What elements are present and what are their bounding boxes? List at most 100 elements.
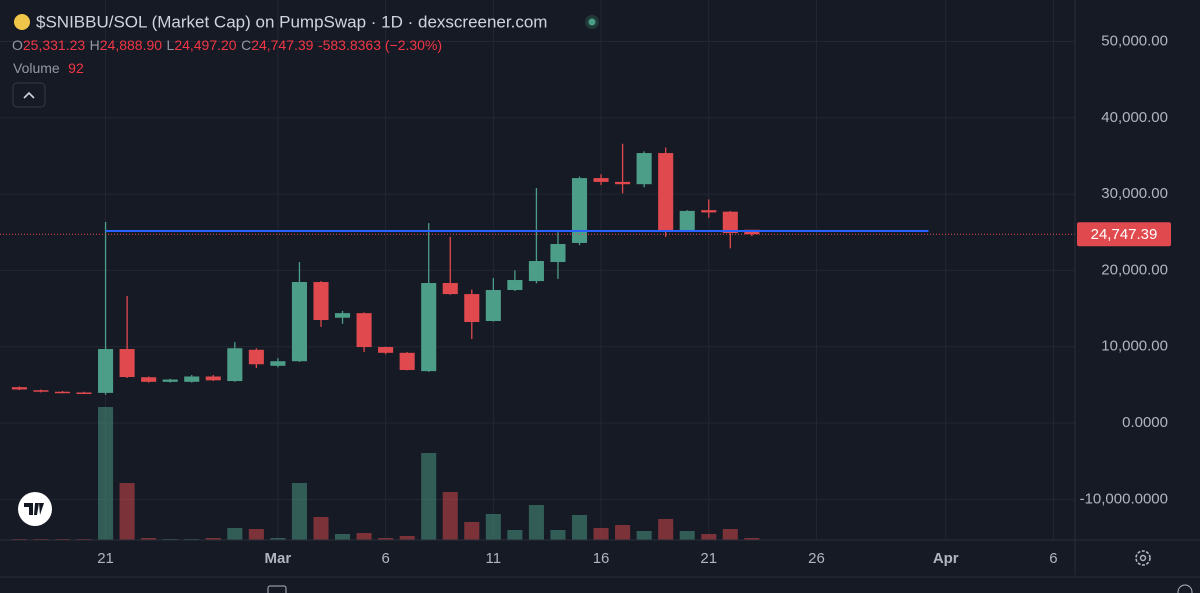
x-tick-label: 6 (381, 550, 389, 567)
candle-body (54, 391, 71, 394)
candle-body (76, 392, 92, 395)
candle-body (421, 283, 437, 372)
x-tick-label: 21 (97, 550, 114, 567)
volume-bar (593, 528, 609, 540)
candle-body (550, 244, 566, 263)
volume-bar (98, 407, 114, 540)
open-value: 25,331.23 (23, 37, 85, 53)
high-label: H (90, 37, 100, 53)
volume-bar (270, 538, 286, 540)
volume-bar (679, 531, 695, 540)
volume-label: Volume (13, 60, 60, 76)
volume-bar (485, 514, 501, 540)
candle-body (291, 282, 307, 362)
settings-gear[interactable] (1135, 550, 1151, 566)
y-tick-label: 0.0000 (1122, 414, 1168, 431)
high-value: 24,888.90 (100, 37, 162, 53)
collapse-button[interactable] (12, 82, 46, 108)
candle-body (184, 376, 200, 382)
volume-bar (119, 483, 135, 540)
candle-body (205, 376, 221, 381)
candle-body (485, 290, 501, 322)
candle-body (571, 178, 588, 243)
volume-bar (464, 522, 480, 540)
candle-body (399, 352, 415, 370)
volume-bar (313, 517, 329, 540)
collapse-icon[interactable] (23, 91, 35, 99)
open-label: O (12, 37, 23, 53)
low-label: L (167, 37, 175, 53)
candle-body (593, 178, 609, 182)
x-tick-label: 26 (808, 550, 825, 567)
volume-bar (636, 531, 652, 540)
candle-body (11, 387, 27, 390)
x-tick-label: 6 (1049, 550, 1057, 567)
calendar-icon[interactable] (267, 585, 287, 593)
x-tick-label: Apr (933, 550, 959, 567)
candle-body (442, 283, 458, 295)
last-price-label: 24,747.39 (1091, 226, 1158, 243)
volume-bar (205, 538, 221, 540)
volume-bar (141, 538, 157, 540)
volume-bar (701, 534, 717, 540)
low-value: 24,497.20 (174, 37, 236, 53)
volume-bar (507, 530, 523, 540)
volume-bar (615, 525, 631, 540)
candle-body (270, 361, 286, 366)
status-dot (588, 18, 596, 26)
candle-body (119, 349, 135, 378)
candle-body (701, 210, 717, 213)
y-tick-label: 20,000.00 (1101, 261, 1168, 278)
y-tick-label: -10,000.0000 (1080, 490, 1168, 507)
candle-body (464, 294, 480, 323)
settings-center[interactable] (1139, 554, 1147, 562)
y-tick-label: 50,000.00 (1101, 32, 1168, 49)
candle-body (528, 261, 544, 282)
volume-bar (378, 538, 394, 540)
tv-logo-mark[interactable] (24, 503, 44, 515)
ohlc-legend: O25,331.23 H24,888.90 L24,497.20 C24,747… (12, 37, 442, 55)
candle-body (334, 313, 351, 318)
candle-body (248, 349, 264, 365)
volume-bar (744, 538, 760, 540)
candle-body (615, 181, 631, 185)
settings-button[interactable] (1135, 550, 1151, 566)
close-value: 24,747.39 (251, 37, 313, 53)
tv-logo[interactable] (18, 492, 52, 526)
volume-bar (658, 519, 674, 540)
last-price-tag (1077, 222, 1171, 247)
volume-bar (248, 529, 264, 540)
volume-bar (421, 453, 437, 540)
grid (0, 0, 1075, 540)
candle-body (141, 377, 157, 382)
volume-bar (722, 529, 738, 540)
volume-bar (442, 492, 458, 540)
candle-body (507, 280, 523, 291)
candle-body (679, 210, 695, 230)
candle-body (722, 211, 738, 234)
plot-area (0, 143, 1075, 540)
volume-bar (334, 534, 351, 540)
candle-body (313, 282, 329, 321)
collapse-button-box[interactable] (12, 82, 46, 108)
close-label: C (241, 37, 251, 53)
x-tick-label: Mar (265, 550, 292, 567)
candle-body (356, 313, 372, 348)
candle-body (98, 349, 114, 393)
volume-legend: Volume 92 (13, 60, 84, 78)
volume-bar (528, 505, 544, 540)
x-tick-label: 21 (700, 550, 717, 567)
toolbar-icon[interactable] (1177, 584, 1193, 593)
x-tick-label: 11 (486, 550, 502, 567)
y-tick-label: 30,000.00 (1101, 185, 1168, 202)
volume-bar (550, 530, 566, 540)
token-icon (14, 14, 30, 30)
axes: 50,000.00 40,000.00 30,000.00 20,000.00 10,0… (97, 32, 1171, 567)
candle-body (227, 348, 243, 382)
candle-body (162, 379, 178, 382)
candle-body (658, 153, 674, 230)
y-tick-label: 10,000.00 (1101, 338, 1168, 355)
y-tick-label: 40,000.00 (1101, 109, 1168, 126)
volume-bar (291, 483, 307, 540)
